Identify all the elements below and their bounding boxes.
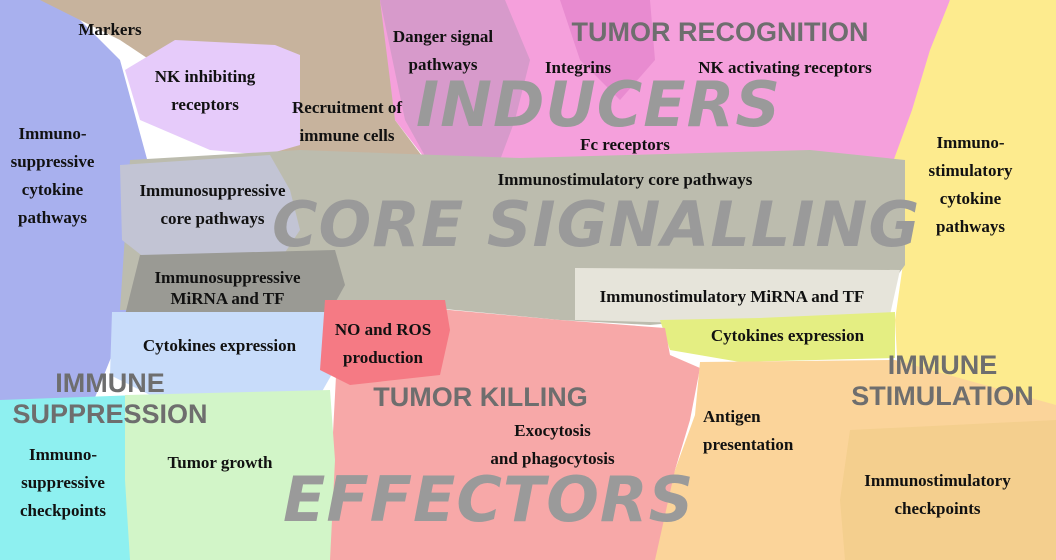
immunosuppressive-checkpoints-label: Immuno- suppressive checkpoints bbox=[20, 445, 106, 520]
region-immune-suppression bbox=[0, 0, 150, 410]
immune-stimulation-title: IMMUNE STIMULATION bbox=[851, 350, 1034, 411]
immune-suppression-title: IMMUNE SUPPRESSION bbox=[12, 368, 208, 429]
cytokines-expression-right-label: Cytokines expression bbox=[710, 326, 865, 345]
immunostimulatory-cytokine-label: Immuno- stimulatory cytokine pathways bbox=[928, 133, 1013, 236]
region-tumor-recognition bbox=[380, 0, 950, 165]
immunostimulatory-mirna-label: Immunostimulatory MiRNA and TF bbox=[599, 287, 865, 306]
exocytosis-label: Exocytosis and phagocytosis bbox=[490, 421, 615, 468]
tumor-growth-label: Tumor growth bbox=[167, 453, 273, 472]
tumor-killing-title: TUMOR KILLING bbox=[373, 382, 588, 412]
immunosuppressive-mirna-label: Immunosuppressive MiRNA and TF bbox=[154, 268, 301, 308]
region-danger-signal bbox=[380, 0, 530, 165]
effectors-title: EFFECTORS bbox=[283, 463, 695, 536]
inducers-title: INDUCERS bbox=[416, 68, 782, 141]
region-cytokines-left bbox=[110, 312, 340, 395]
region-no-ros bbox=[320, 300, 450, 385]
danger-signal-label: Danger signal pathways bbox=[392, 27, 494, 74]
region-stimulatory-mirna bbox=[575, 268, 900, 325]
region-immunosuppressive-core bbox=[120, 155, 300, 262]
immunostimulatory-core-label: Immunostimulatory core pathways bbox=[497, 170, 753, 189]
region-suppressive-mirna bbox=[125, 250, 345, 315]
region-tumor-growth bbox=[125, 390, 335, 560]
nk-activating-label: NK activating receptors bbox=[698, 58, 872, 77]
immunosuppressive-core-label: Immunosuppressive core pathways bbox=[139, 181, 286, 228]
nk-inhibiting-label: NK inhibiting receptors bbox=[154, 67, 256, 114]
integrins-label: Integrins bbox=[544, 58, 612, 77]
fc-receptors-label: Fc receptors bbox=[580, 135, 670, 154]
tumor-recognition-title: TUMOR RECOGNITION bbox=[571, 17, 869, 47]
region-suppression-checkpoints bbox=[0, 395, 140, 560]
immunostimulatory-checkpoints-label: Immunostimulatory checkpoints bbox=[864, 471, 1011, 518]
core-signalling-title: CORE SIGNALLING bbox=[272, 188, 921, 261]
immunosuppressive-cytokine-label: Immuno- suppressive cytokine pathways bbox=[10, 124, 95, 227]
no-ros-label: NO and ROS production bbox=[334, 320, 432, 367]
region-nk-inhibiting bbox=[125, 40, 300, 155]
markers-label: Markers bbox=[78, 20, 142, 39]
cytokines-expression-left-label: Cytokines expression bbox=[142, 336, 297, 355]
region-cytokines-right bbox=[660, 312, 895, 362]
region-immune-stimulation bbox=[890, 0, 1056, 415]
region-checkpoints-tan bbox=[840, 420, 1056, 560]
antigen-label: Antigen presentation bbox=[703, 407, 794, 454]
recruitment-label: Recruitment of immune cells bbox=[292, 98, 402, 145]
region-pink-dark bbox=[560, 0, 655, 100]
